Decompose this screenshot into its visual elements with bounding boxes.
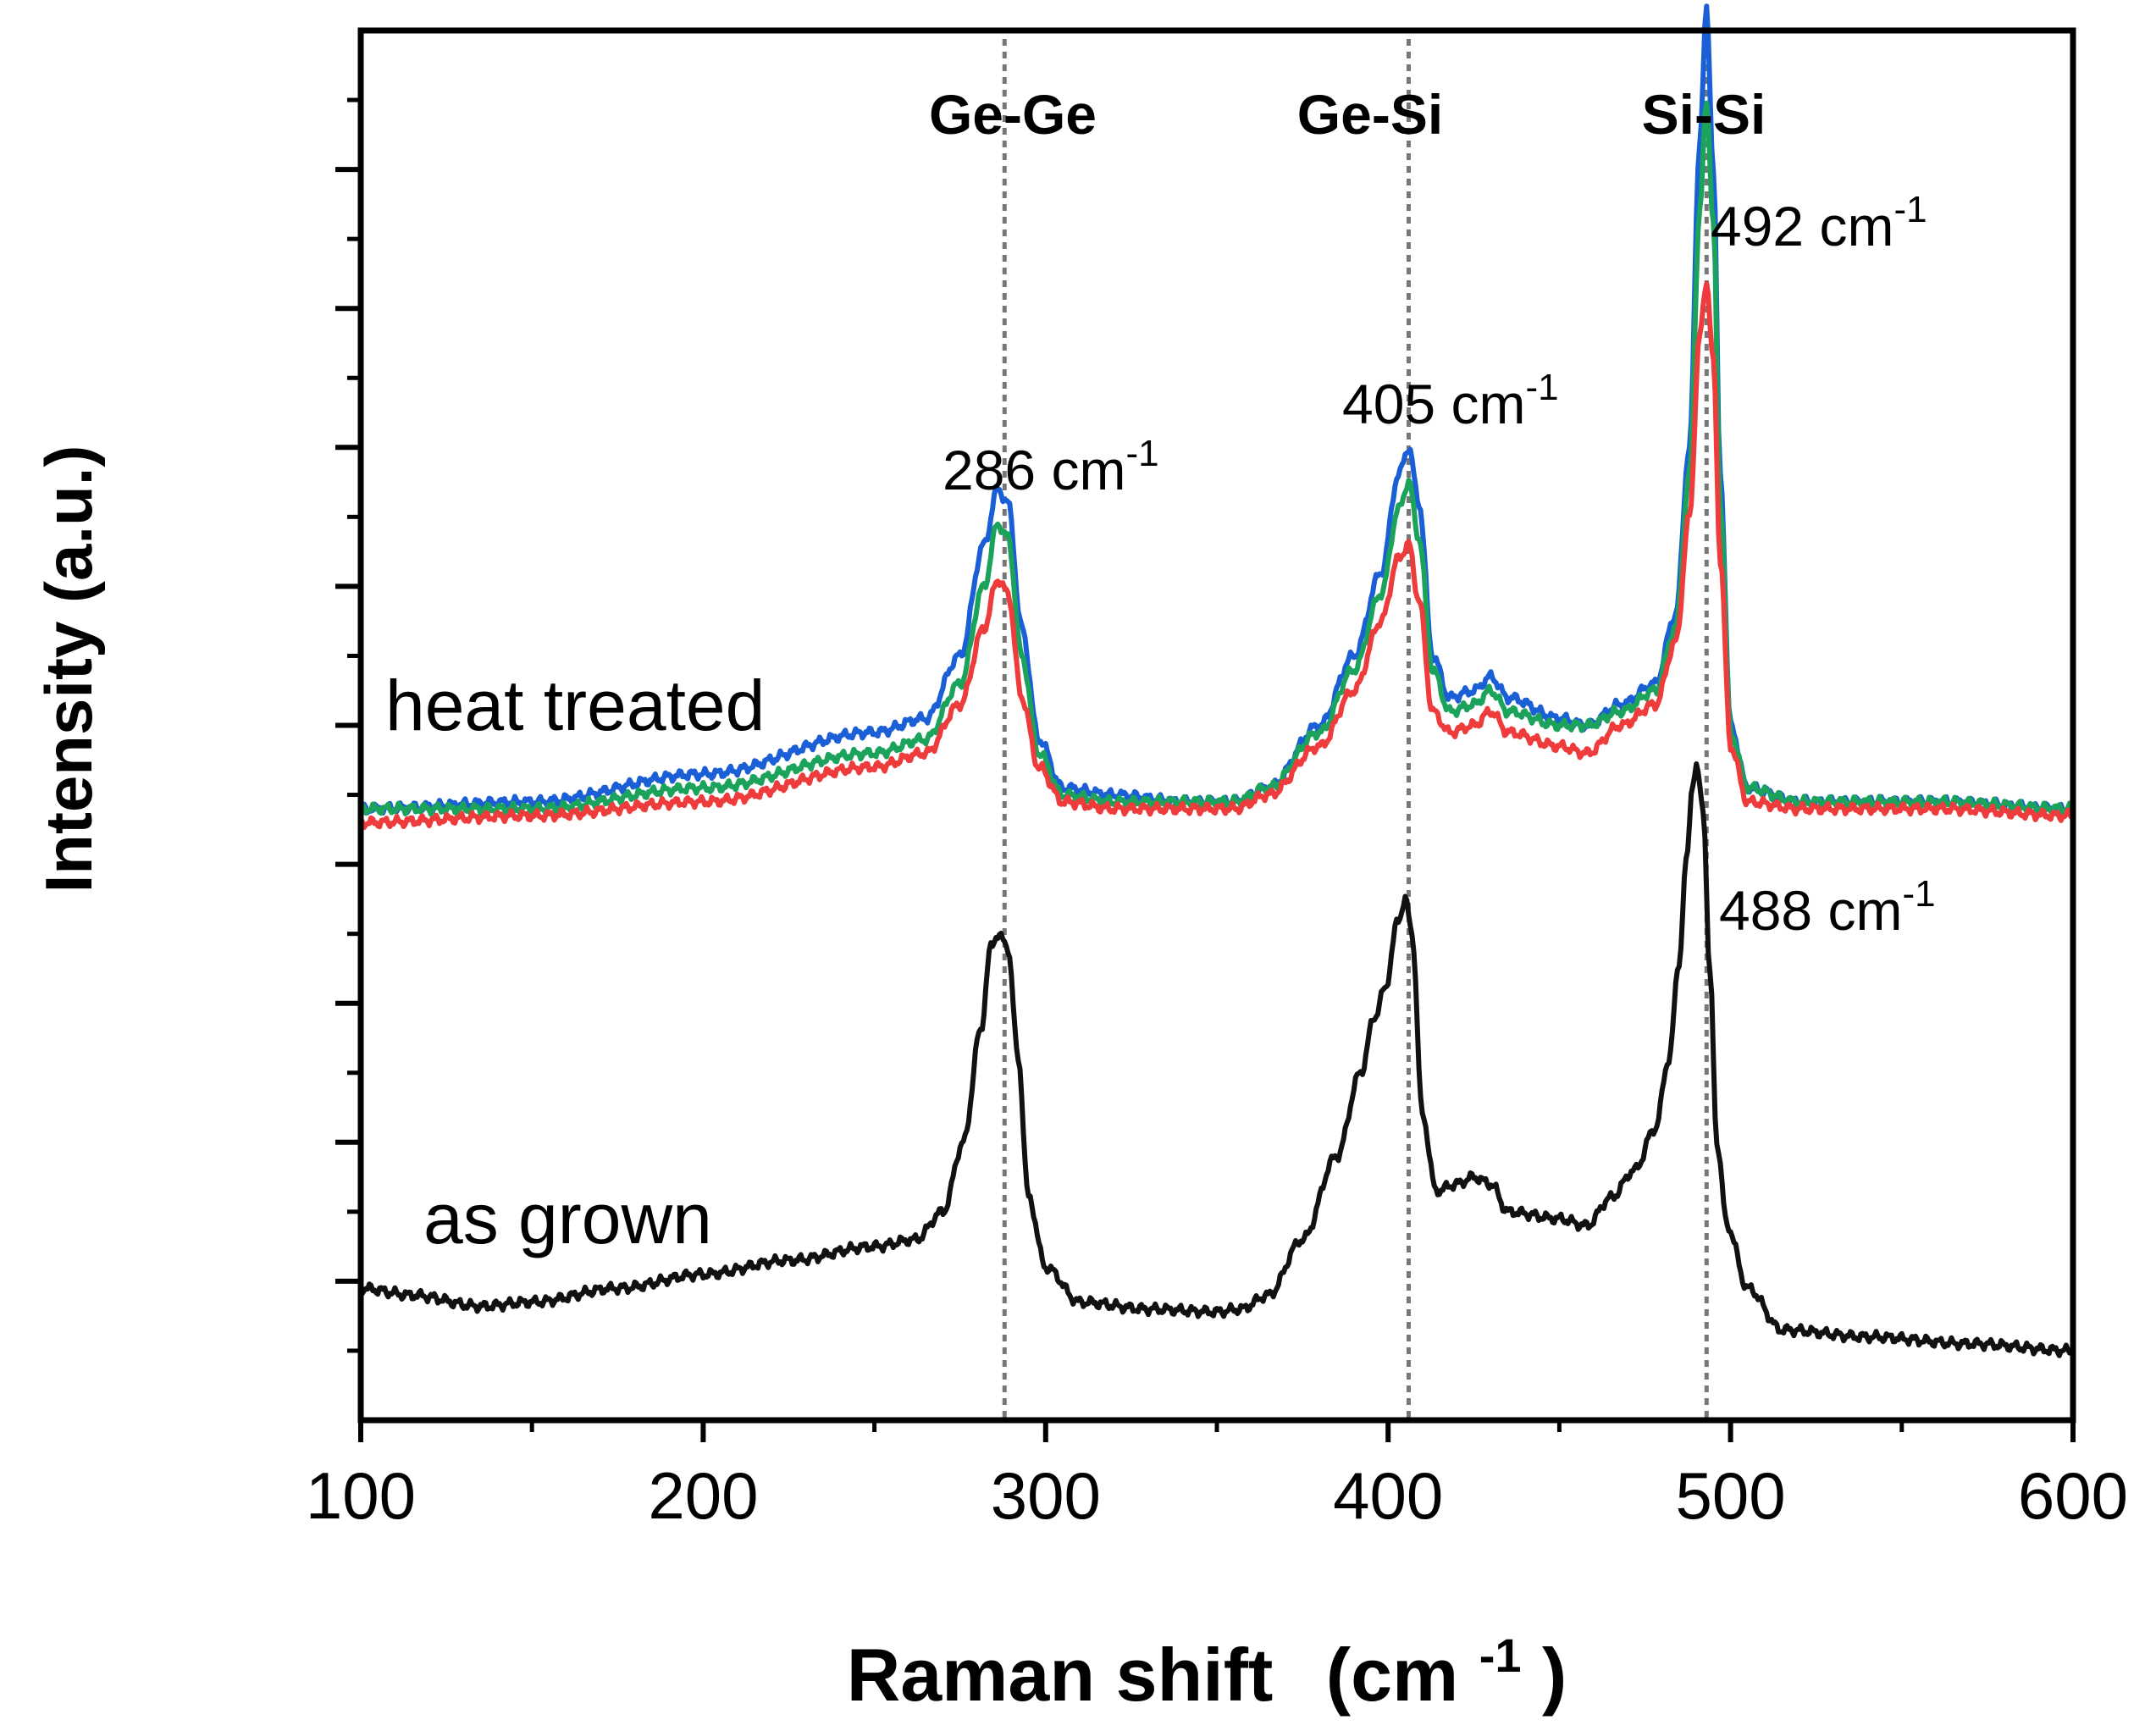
annotation-286: 286 cm-1	[943, 433, 1159, 501]
peak-label-si-si: Si-Si	[1642, 83, 1766, 146]
x-tick-label-200: 200	[648, 1458, 758, 1533]
annotation-492: 492 cm-1	[1711, 189, 1927, 257]
plot-frame	[357, 27, 2076, 1424]
x-axis-title: Raman shift (cm -1 )	[847, 1604, 1567, 1717]
annotation-405-text: 405 cm	[1342, 373, 1525, 435]
annotation-286-text: 286 cm	[943, 439, 1125, 501]
series-heat-treated-red	[358, 280, 2076, 831]
series-as-grown	[358, 761, 2075, 1358]
annotation-492-sup: -1	[1893, 189, 1927, 230]
x-tick-label-600: 600	[2018, 1458, 2128, 1533]
x-axis-title-unit: (cm	[1326, 1633, 1459, 1717]
ticks-layer: 100 200 300 400 500 600	[306, 97, 2128, 1533]
reference-lines	[1002, 39, 1709, 1420]
y-axis-title: Intensity (a.u.)	[31, 445, 106, 893]
x-axis-title-unit-close: )	[1542, 1633, 1567, 1717]
x-axis-title-unit-sup: -1	[1479, 1629, 1522, 1682]
series-layer	[358, 3, 2076, 1358]
annotation-286-sup: -1	[1125, 433, 1158, 474]
label-as-grown: as grown	[423, 1179, 712, 1258]
x-tick-label-100: 100	[306, 1458, 416, 1533]
annotation-405: 405 cm-1	[1342, 367, 1559, 435]
peak-label-ge-ge: Ge-Ge	[929, 83, 1097, 146]
annotation-405-sup: -1	[1525, 367, 1558, 408]
annotation-492-text: 492 cm	[1711, 195, 1893, 257]
annotation-488-sup: -1	[1902, 873, 1935, 915]
x-tick-label-400: 400	[1333, 1458, 1443, 1533]
label-heat-treated: heat treated	[385, 666, 765, 745]
x-axis-title-main: Raman shift	[847, 1633, 1274, 1717]
x-tick-label-300: 300	[991, 1458, 1101, 1533]
annotation-488: 488 cm-1	[1719, 873, 1936, 942]
peak-label-ge-si: Ge-Si	[1297, 83, 1443, 146]
annotation-488-text: 488 cm	[1719, 879, 1902, 942]
x-tick-label-500: 500	[1676, 1458, 1786, 1533]
